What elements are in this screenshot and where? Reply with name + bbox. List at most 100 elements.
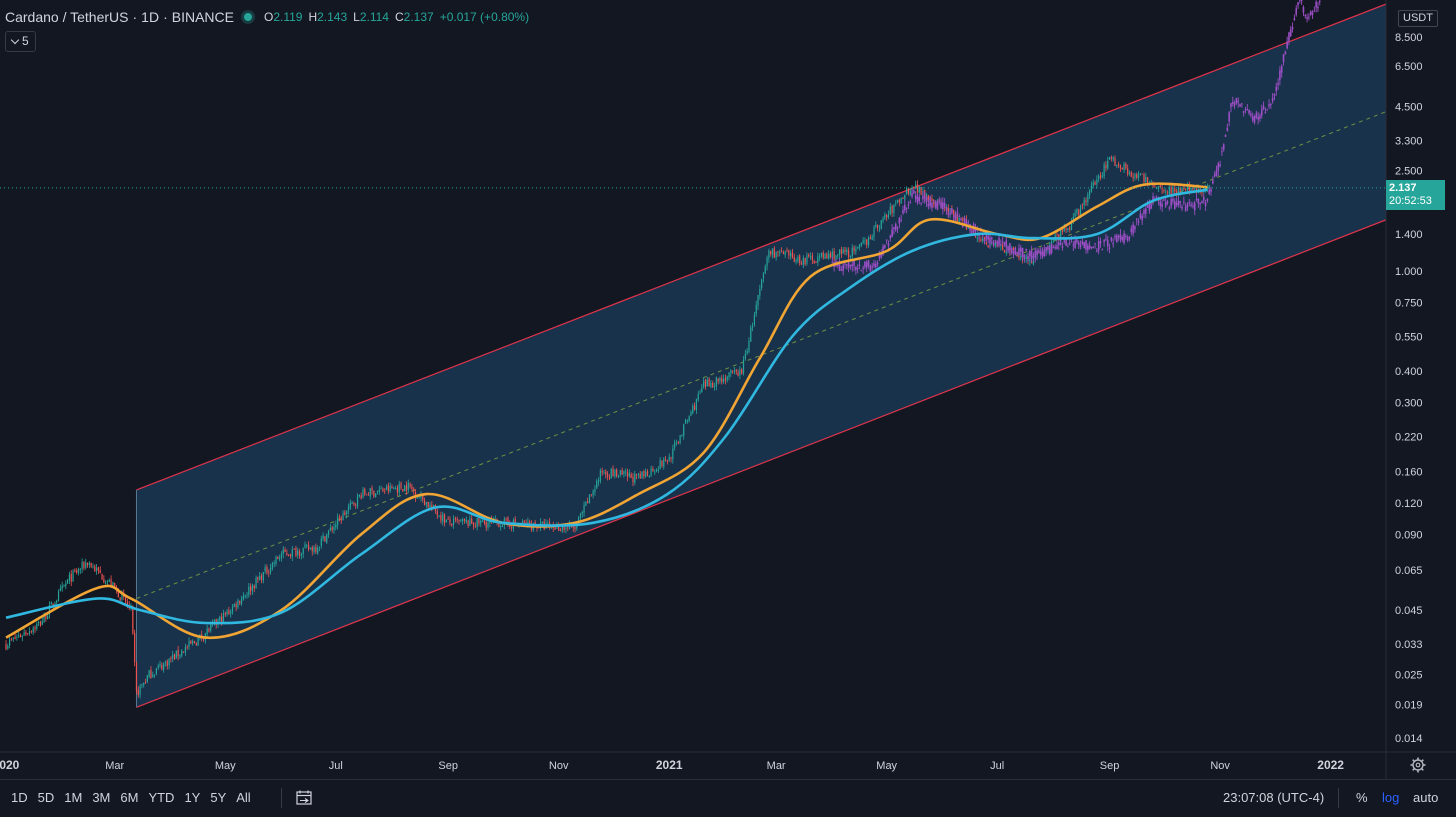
projection-body-2021-04-28 <box>880 254 883 258</box>
candle-body-2021-03-12 <box>795 260 797 262</box>
candle-body-2020-08-24 <box>433 504 435 507</box>
projection-body-2021-11-29 <box>1270 104 1272 106</box>
currency-button[interactable]: USDT <box>1398 10 1438 27</box>
range-5d-button[interactable]: 5D <box>37 790 55 805</box>
candle-body-2020-02-06 <box>70 573 72 582</box>
candle-body-2021-04-07 <box>842 249 844 254</box>
candle-body-2020-07-07 <box>346 510 348 515</box>
projection-body-2021-12-03 <box>1277 83 1279 85</box>
auto-scale-toggle[interactable]: auto <box>1413 790 1439 805</box>
candle-body-2021-02-11 <box>742 359 745 374</box>
range-1m-button[interactable]: 1M <box>64 790 83 805</box>
candle-body-2021-02-23 <box>764 266 766 273</box>
candle-body-2021-08-06 <box>1061 229 1064 232</box>
candle-body-2021-03-11 <box>793 257 795 262</box>
candle-body-2020-02-01 <box>61 585 63 590</box>
range-3m-button[interactable]: 3M <box>92 790 111 805</box>
gear-icon[interactable] <box>1410 757 1426 773</box>
candle-body-2020-06-05 <box>288 554 290 556</box>
date-range-buttons: 1D 5D 1M 3M 6M YTD 1Y 5Y All <box>6 788 256 807</box>
candle-body-2021-08-27 <box>1099 175 1102 178</box>
candle-body-2020-11-04 <box>563 526 565 530</box>
candle-body-2020-01-19 <box>38 622 40 624</box>
projection-body-2021-04-14 <box>855 266 857 271</box>
range-5y-button[interactable]: 5Y <box>210 790 227 805</box>
projection-body-2021-07-22 <box>1034 250 1037 258</box>
candle-body-2020-06-14 <box>304 544 306 548</box>
candle-body-2020-10-26 <box>547 522 549 524</box>
percent-scale-toggle[interactable]: % <box>1356 790 1368 805</box>
projection-body-2021-05-06 <box>894 223 897 230</box>
symbol-name[interactable]: Cardano / TetherUS <box>5 9 129 25</box>
candle-body-2021-04-05 <box>838 250 841 255</box>
candle-body-2020-06-13 <box>302 548 304 555</box>
projection-body-2021-09-01 <box>1108 247 1111 249</box>
candle-body-2020-01-15 <box>30 631 32 633</box>
projection-body-2021-07-10 <box>1012 251 1015 254</box>
moving-averages <box>5 182 1208 640</box>
range-all-button[interactable]: All <box>236 790 251 805</box>
timezone-clock[interactable]: 23:07:08 (UTC-4) <box>1223 790 1325 805</box>
projection-body-2021-06-02 <box>943 202 946 207</box>
projection-body-2021-06-29 <box>992 242 995 244</box>
projection-body-2021-06-06 <box>951 208 953 214</box>
candle-body-2021-09-26 <box>1154 186 1156 188</box>
candle-body-2020-09-13 <box>469 518 471 526</box>
candle-body-2021-03-13 <box>797 256 799 262</box>
projection-body-2021-05-15 <box>911 193 913 197</box>
candle-body-2020-11-27 <box>605 471 607 475</box>
candle-body-2020-03-28 <box>163 663 165 670</box>
range-6m-button[interactable]: 6M <box>120 790 139 805</box>
candle-body-2020-12-15 <box>637 473 640 475</box>
candle-body-2020-07-09 <box>349 502 351 509</box>
candle-body-2020-03-24 <box>155 668 158 674</box>
candle-body-2020-08-09 <box>405 485 408 491</box>
candle-body-2020-04-11 <box>188 641 190 647</box>
candle-body-2020-11-11 <box>576 523 578 529</box>
projection-body-2021-06-09 <box>956 212 959 214</box>
range-1d-button[interactable]: 1D <box>11 790 28 805</box>
candle-body-2020-03-13 <box>135 662 138 691</box>
projection-body-2021-08-18 <box>1083 242 1085 248</box>
candle-body-2021-10-09 <box>1177 187 1180 195</box>
candle-body-2020-12-23 <box>652 469 654 472</box>
bottom-toolbar: 1D 5D 1M 3M 6M YTD 1Y 5Y All 23:07:08 (U… <box>0 779 1456 817</box>
candle-body-2021-07-19 <box>1029 259 1031 262</box>
candle-body-2021-01-24 <box>710 383 712 388</box>
candle-body-2020-05-16 <box>251 584 254 591</box>
candle-body-2021-10-15 <box>1188 185 1190 192</box>
price-chart[interactable]: 0.014 0.019 0.025 0.033 0.045 0.065 0.090 0.120… <box>0 0 1456 779</box>
candle-body-2021-01-06 <box>677 442 679 444</box>
projection-body-2021-04-24 <box>873 263 875 267</box>
interval-label[interactable]: 1D <box>141 9 160 25</box>
candle-body-2020-05-19 <box>257 577 259 580</box>
range-ytd-button[interactable]: YTD <box>148 790 175 805</box>
candle-body-2021-05-03 <box>889 206 891 215</box>
moving-average-line-2[interactable] <box>5 188 1208 625</box>
time-axis[interactable]: 2020 Mar May Jul Sep Nov 2021 Mar May Jul Sep Nov 20… <box>0 758 1344 772</box>
channel-lower-line[interactable] <box>136 219 1386 708</box>
log-scale-toggle[interactable]: log <box>1382 790 1400 805</box>
moving-average-line-1[interactable] <box>5 182 1208 640</box>
projection-body-2021-07-13 <box>1018 248 1020 255</box>
candle-body-2020-06-26 <box>326 534 328 543</box>
candle-body-2021-02-15 <box>750 327 752 342</box>
projection-body-2021-08-30 <box>1105 238 1107 240</box>
range-1y-button[interactable]: 1Y <box>184 790 201 805</box>
projection-body-2021-07-01 <box>996 241 999 245</box>
channel-upper-line[interactable] <box>136 3 1386 491</box>
goto-date-icon[interactable] <box>296 790 312 805</box>
candle-body-2020-04-02 <box>172 654 174 659</box>
projection-body-2021-07-14 <box>1019 247 1022 252</box>
time-tick-label: 2021 <box>656 758 683 772</box>
indicators-toggle-button[interactable]: 5 <box>5 31 36 52</box>
candle-body-2021-01-21 <box>704 380 707 387</box>
projection-body-2021-12-05 <box>1280 66 1283 73</box>
candle-body-2021-09-16 <box>1136 174 1138 178</box>
candle-body-2020-10-12 <box>521 521 524 525</box>
candle-body-2021-10-06 <box>1172 188 1174 194</box>
candle-body-2020-10-01 <box>501 525 504 527</box>
candle-body-2020-06-08 <box>293 548 295 550</box>
price-axis[interactable]: 0.014 0.019 0.025 0.033 0.045 0.065 0.090 0.120… <box>1395 32 1423 745</box>
projection-body-2021-05-10 <box>902 209 904 214</box>
